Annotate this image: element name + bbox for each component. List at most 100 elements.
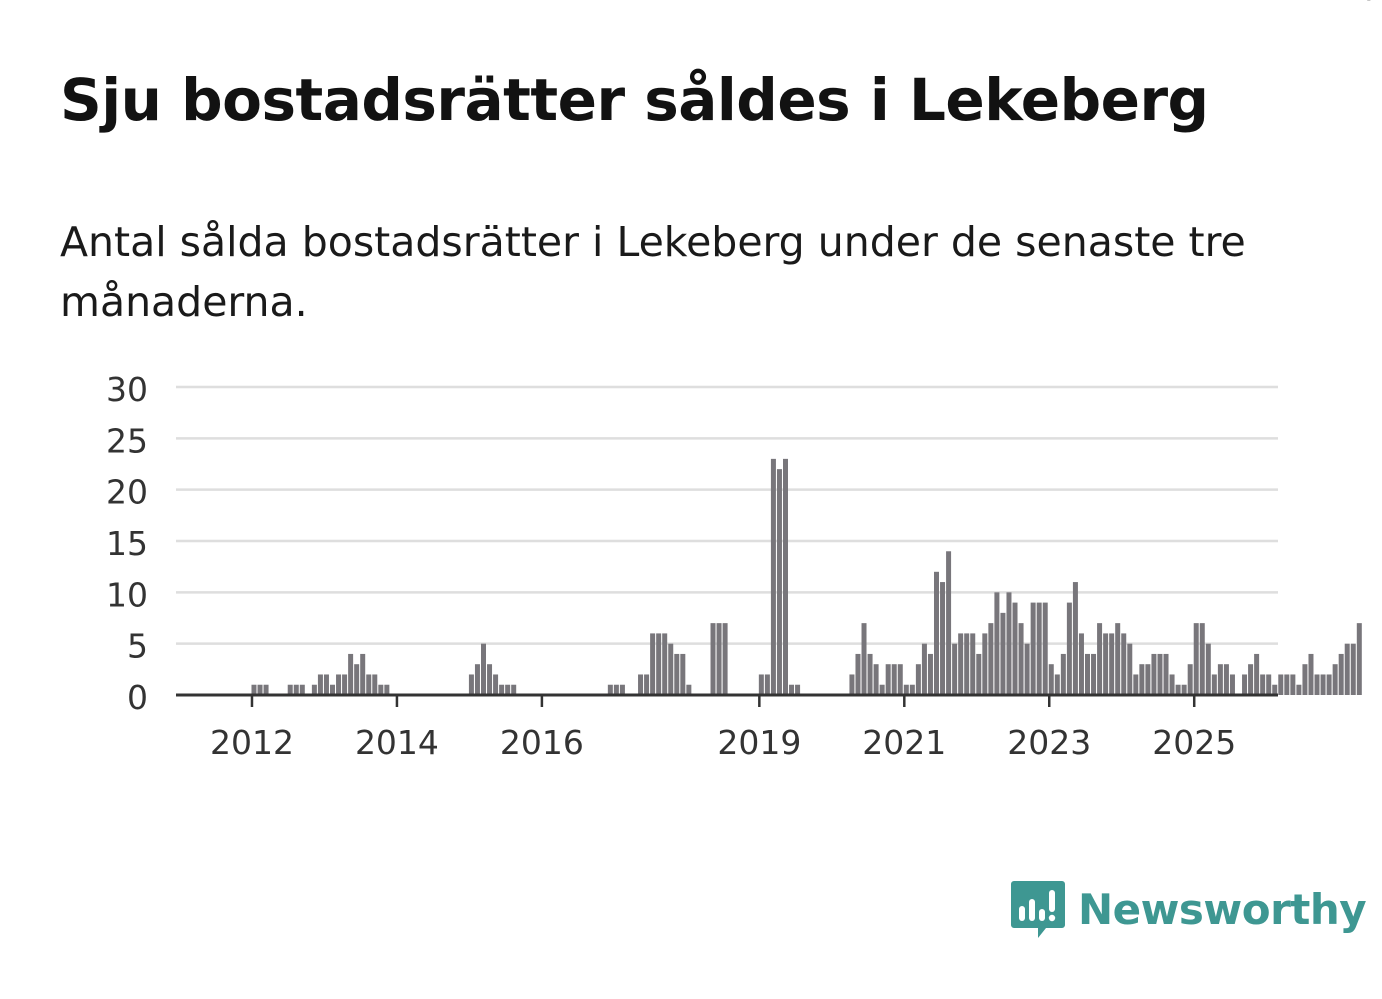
bar bbox=[1242, 674, 1248, 695]
bar bbox=[317, 674, 323, 695]
bar bbox=[505, 684, 511, 695]
bar bbox=[1175, 684, 1181, 695]
bar bbox=[499, 684, 505, 695]
bar bbox=[1024, 643, 1030, 695]
bar bbox=[662, 633, 668, 695]
bar bbox=[855, 653, 861, 695]
bar bbox=[1344, 643, 1350, 695]
bar bbox=[770, 458, 776, 695]
bar bbox=[1048, 664, 1054, 695]
bar bbox=[366, 674, 372, 695]
y-axis-ticks: 0 5 10 15 20 25 30 bbox=[106, 370, 148, 717]
bar bbox=[1338, 653, 1344, 695]
y-tick-label: 20 bbox=[106, 473, 148, 512]
bar bbox=[354, 664, 360, 695]
bar bbox=[1284, 674, 1290, 695]
bar bbox=[1145, 664, 1151, 695]
bar bbox=[946, 551, 952, 695]
x-tick-label: 2021 bbox=[862, 723, 946, 762]
bar bbox=[1314, 674, 1320, 695]
bar bbox=[879, 684, 885, 695]
bar bbox=[1072, 582, 1078, 695]
data-label: 7 bbox=[1362, 0, 1382, 8]
annotations: 7 bbox=[1362, 0, 1382, 8]
bar bbox=[1266, 674, 1272, 695]
bar bbox=[330, 684, 335, 695]
bar bbox=[849, 674, 855, 695]
bar bbox=[474, 664, 480, 695]
y-tick-label: 25 bbox=[106, 421, 148, 460]
bar bbox=[1260, 674, 1266, 695]
bar bbox=[1097, 623, 1103, 695]
bar bbox=[1115, 623, 1121, 695]
bar bbox=[1078, 633, 1084, 695]
bar bbox=[1151, 653, 1157, 695]
bar bbox=[970, 633, 976, 695]
bar bbox=[619, 684, 625, 695]
bar bbox=[487, 664, 493, 695]
bar bbox=[650, 633, 656, 695]
bar bbox=[263, 684, 269, 695]
bar bbox=[1308, 653, 1314, 695]
y-tick-label: 30 bbox=[106, 370, 148, 409]
bar bbox=[1211, 674, 1217, 695]
y-tick-label: 0 bbox=[127, 678, 148, 717]
bar bbox=[952, 643, 958, 695]
bar bbox=[1054, 674, 1060, 695]
bar bbox=[964, 633, 970, 695]
x-tick-label: 2014 bbox=[355, 723, 439, 762]
bar bbox=[1229, 674, 1235, 695]
bar bbox=[982, 633, 988, 695]
bar bbox=[1272, 684, 1278, 695]
bar bbox=[468, 674, 474, 695]
x-tick-label: 2012 bbox=[210, 723, 294, 762]
bar bbox=[758, 674, 764, 695]
bar bbox=[656, 633, 662, 695]
bar bbox=[1127, 643, 1133, 695]
y-tick-label: 5 bbox=[127, 627, 148, 666]
bar bbox=[1133, 674, 1139, 695]
bar bbox=[873, 664, 879, 695]
bar bbox=[1320, 674, 1326, 695]
bar bbox=[1066, 602, 1072, 695]
bar bbox=[1042, 602, 1048, 695]
bar bbox=[336, 674, 342, 695]
bar bbox=[795, 684, 801, 695]
bar bbox=[493, 674, 499, 695]
bar bbox=[891, 664, 897, 695]
x-tick-label: 2023 bbox=[1007, 723, 1091, 762]
bar bbox=[1326, 674, 1332, 695]
chart-subtitle: Antal sålda bostadsrätter i Lekeberg und… bbox=[60, 218, 1246, 326]
bar bbox=[311, 684, 317, 695]
bar bbox=[1248, 664, 1254, 695]
bar bbox=[257, 684, 263, 695]
bar bbox=[789, 684, 795, 695]
bar bbox=[299, 684, 305, 695]
bar bbox=[1290, 674, 1296, 695]
bar bbox=[1350, 643, 1356, 695]
bars bbox=[251, 458, 1362, 695]
bar bbox=[1139, 664, 1145, 695]
bar bbox=[1302, 664, 1308, 695]
bar bbox=[1199, 623, 1205, 695]
bar bbox=[976, 653, 982, 695]
bar bbox=[722, 623, 728, 695]
bar bbox=[1169, 674, 1175, 695]
bar bbox=[710, 623, 716, 695]
x-tick-label: 2019 bbox=[717, 723, 801, 762]
brand-name: Newsworthy bbox=[1078, 884, 1367, 934]
y-tick-label: 10 bbox=[106, 575, 148, 614]
bar bbox=[287, 684, 293, 695]
bar bbox=[251, 684, 257, 695]
bar bbox=[360, 653, 366, 695]
bar bbox=[511, 684, 517, 695]
bar bbox=[674, 653, 680, 695]
bar bbox=[613, 684, 619, 695]
bar bbox=[897, 664, 903, 695]
bar bbox=[1006, 592, 1012, 695]
bar bbox=[348, 653, 354, 695]
bar bbox=[1278, 674, 1284, 695]
newsworthy-brand[interactable]: Newsworthy bbox=[1010, 878, 1367, 940]
bar bbox=[903, 684, 909, 695]
